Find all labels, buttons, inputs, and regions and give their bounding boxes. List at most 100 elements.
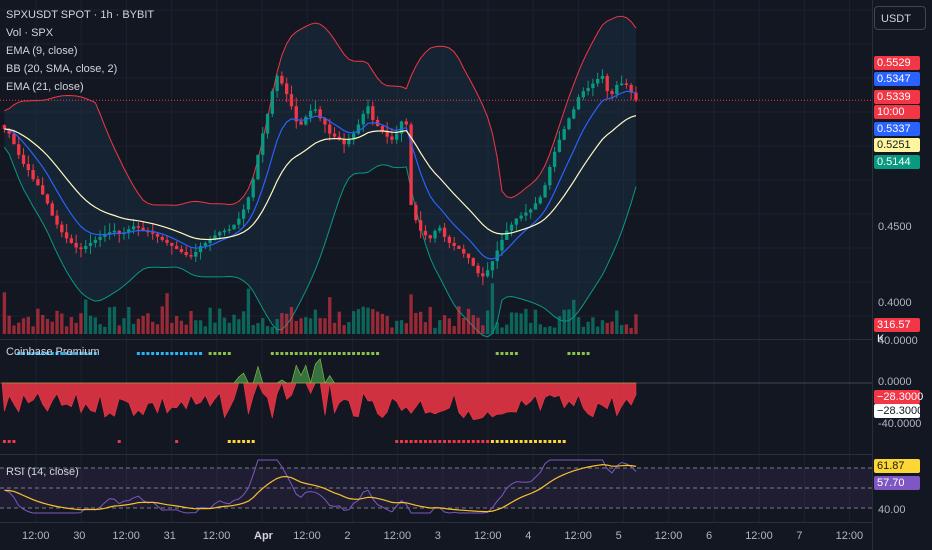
volume-bar — [462, 317, 466, 334]
premium-signal-dot — [289, 352, 293, 355]
premium-signal-dot — [208, 352, 212, 355]
candle-body — [328, 124, 332, 134]
premium-signal-dot — [361, 352, 365, 355]
premium-signal-dot — [213, 352, 217, 355]
candle-body — [256, 154, 260, 180]
volume-bar — [529, 322, 533, 334]
time-axis-label: 30 — [73, 530, 86, 542]
premium-signal-dot — [189, 352, 193, 355]
legend-bollinger[interactable]: BB (20, SMA, close, 2) — [6, 63, 118, 75]
candle-body — [203, 242, 208, 246]
premium-signal-dot — [557, 440, 561, 443]
candle-body — [308, 110, 313, 117]
volume-bar — [567, 309, 571, 334]
volume-bar — [476, 317, 480, 334]
rsi-title[interactable]: RSI (14, close) — [6, 466, 79, 478]
premium-signal-dot — [490, 440, 494, 443]
candle-body — [179, 248, 184, 253]
pane-separator-rsi[interactable] — [0, 454, 872, 455]
candle-body — [610, 91, 614, 95]
candle-body — [385, 130, 389, 137]
premium-signal-dot — [337, 352, 341, 355]
time-axis-label: 12:00 — [202, 530, 231, 542]
candle-body — [562, 129, 566, 140]
premium-signal-dot — [194, 352, 198, 355]
volume-bar — [332, 322, 337, 334]
premium-signal-dot — [285, 352, 289, 355]
candle-body — [131, 226, 136, 230]
volume-bar — [361, 306, 365, 334]
premium-signal-dot — [400, 440, 404, 443]
volume-bar — [485, 310, 490, 334]
premium-signal-dot — [486, 440, 490, 443]
volume-bar — [261, 318, 265, 334]
volume-bar — [122, 318, 126, 334]
volume-bar — [151, 321, 155, 334]
volume-bar — [471, 315, 475, 334]
candle-body — [581, 91, 585, 98]
volume-bar — [610, 321, 614, 334]
volume-bar — [318, 318, 322, 334]
candle-body — [31, 170, 35, 180]
candle-body — [93, 239, 97, 243]
volume-bar — [428, 306, 432, 334]
volume-bar — [399, 320, 404, 334]
candle-body — [404, 121, 408, 125]
volume-bar — [40, 315, 45, 334]
legend-volume[interactable]: Vol · SPX — [6, 27, 54, 39]
volume-bar — [146, 313, 150, 334]
symbol-title[interactable]: SPXUSDT SPOT · 1h · BYBIT — [6, 9, 155, 21]
volume-bar — [543, 327, 547, 334]
candle-body — [98, 236, 102, 240]
pane-separator-coinbase[interactable] — [0, 339, 872, 340]
coinbase-premium-title[interactable]: Coinbase Premium — [6, 346, 100, 358]
premium-signal-dot — [69, 352, 73, 355]
premium-signal-dot — [309, 352, 313, 355]
candle-body — [304, 116, 308, 125]
volume-bar — [605, 322, 609, 334]
volume-bar — [160, 306, 164, 334]
time-axis-label: 12:00 — [293, 530, 321, 542]
premium-signal-dot — [443, 440, 447, 443]
premium-signal-dot — [466, 440, 470, 443]
candle-body — [79, 247, 83, 249]
premium-signal-dot — [146, 352, 150, 355]
currency-button[interactable]: USDT — [874, 6, 926, 30]
main-legend: SPXUSDT SPOT · 1h · BYBIT Vol · SPX EMA … — [6, 6, 154, 96]
candle-body — [490, 261, 495, 271]
volume-bar — [136, 318, 141, 334]
candle-body — [619, 83, 624, 86]
volume-bar — [21, 318, 26, 334]
volume-bar — [117, 325, 121, 334]
candle-body — [323, 118, 327, 125]
premium-signal-dot — [2, 440, 6, 443]
volume-bar — [533, 309, 538, 334]
premium-signal-dot — [409, 440, 413, 443]
candle-body — [151, 232, 155, 234]
premium-signal-dot — [553, 440, 557, 443]
legend-ema21[interactable]: EMA (21, close) — [6, 81, 84, 93]
premium-signal-dot — [275, 352, 279, 355]
candle-body — [88, 242, 93, 246]
premium-signal-dot — [371, 352, 375, 355]
premium-signal-dot — [7, 440, 11, 443]
volume-bar — [84, 299, 88, 334]
volume-bar — [519, 313, 523, 334]
premium-signal-dot — [79, 352, 83, 355]
legend-ema9[interactable]: EMA (9, close) — [6, 45, 78, 57]
candle-body — [595, 78, 600, 84]
candle-body — [40, 185, 45, 195]
candle-body — [533, 203, 538, 210]
volume-bar — [227, 322, 231, 334]
premium-signal-dot — [323, 352, 327, 355]
premium-signal-dot — [471, 440, 475, 443]
volume-bar — [241, 311, 246, 334]
premium-signal-dot — [510, 440, 514, 443]
volume-bar — [184, 324, 188, 334]
premium-signal-dot — [572, 352, 576, 355]
rsi-ma-line — [4, 463, 637, 513]
candle-body — [174, 245, 179, 249]
premium-signal-dot — [447, 440, 451, 443]
premium-signal-dot — [175, 440, 179, 443]
